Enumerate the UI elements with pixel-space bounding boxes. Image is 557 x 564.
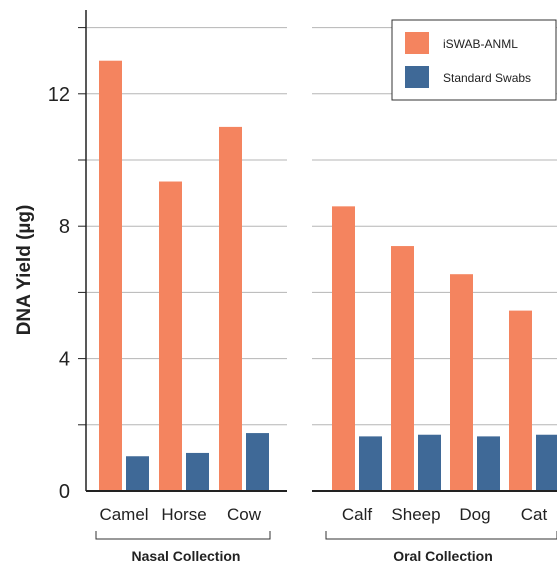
bar-iswab-cat	[509, 310, 532, 491]
bar-iswab-sheep	[391, 246, 414, 491]
legend: iSWAB-ANML Standard Swabs	[391, 19, 557, 101]
category-label-camel: Camel	[99, 505, 148, 524]
group-label: Nasal Collection	[132, 548, 241, 564]
y-tick-label: 0	[59, 481, 70, 503]
bar-iswab-dog	[450, 274, 473, 491]
category-label-dog: Dog	[459, 505, 490, 524]
bar-standard-cat	[536, 434, 557, 491]
y-axis-label: DNA Yield (µg)	[14, 205, 35, 336]
legend-swatch-iswab	[405, 32, 429, 54]
bar-standard-calf	[359, 436, 382, 491]
axes	[78, 10, 557, 540]
group-bracket	[325, 531, 557, 540]
legend-label-iswab: iSWAB-ANML	[443, 37, 518, 51]
bar-standard-dog	[477, 436, 500, 491]
labels: 0 4 8 12 DNA Yield (µg) Camel Horse Cow Nasal Co…	[14, 84, 547, 564]
bar-iswab-calf	[332, 206, 355, 491]
y-tick-label: 12	[48, 84, 70, 106]
legend-label-standard: Standard Swabs	[443, 71, 531, 85]
group-label: Oral Collection	[393, 548, 493, 564]
bar-iswab-horse	[159, 181, 182, 491]
category-label-cat: Cat	[521, 505, 548, 524]
bar-standard-horse	[186, 452, 209, 491]
bar-iswab-camel	[99, 60, 122, 491]
category-label-calf: Calf	[342, 505, 373, 524]
legend-swatch-standard	[405, 66, 429, 88]
y-tick-label: 4	[59, 349, 70, 371]
category-label-sheep: Sheep	[391, 505, 440, 524]
bar-standard-camel	[126, 456, 149, 491]
group-bracket	[95, 531, 271, 540]
bar-iswab-cow	[219, 126, 242, 492]
bar-standard-sheep	[418, 434, 441, 491]
category-label-horse: Horse	[161, 505, 206, 524]
bars	[99, 60, 557, 492]
y-tick-label: 8	[59, 216, 70, 238]
bar-standard-cow	[246, 433, 269, 491]
category-label-cow: Cow	[227, 505, 262, 524]
